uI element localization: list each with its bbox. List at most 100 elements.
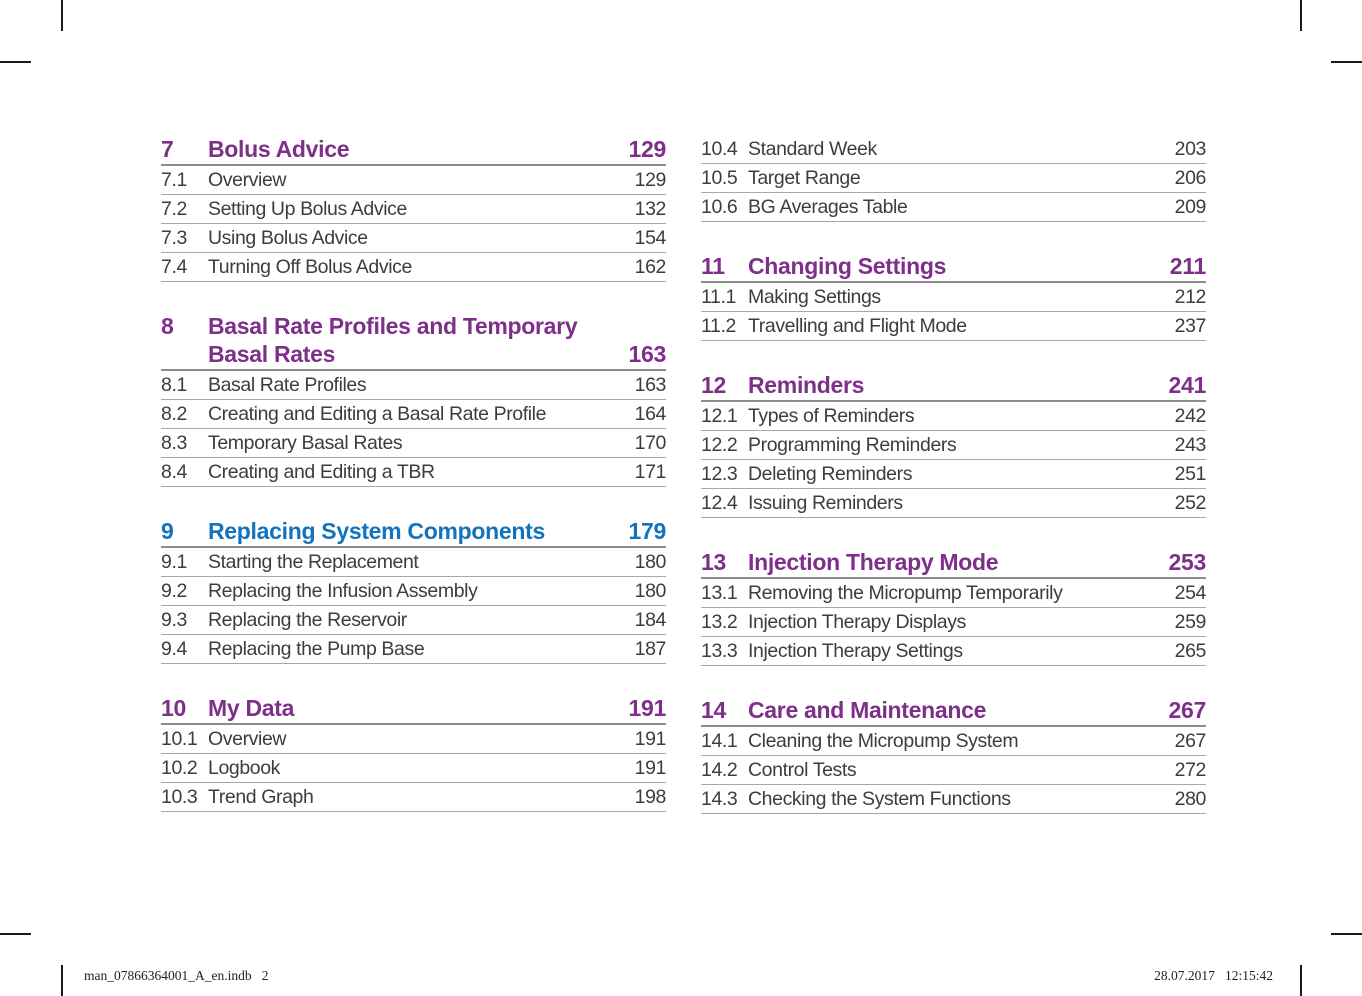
toc-entry-row: 12.2 Programming Reminders 243 [701,431,1206,460]
toc-entry-number: 10.3 [161,786,198,808]
toc-heading-title: Replacing System Components [208,517,629,545]
toc-entry-title: Setting Up Bolus Advice [208,198,407,220]
toc-entry-title: Replacing the Infusion Assembly [208,580,478,602]
toc-entry-row: 9.2 Replacing the Infusion Assembly 180 [161,577,666,606]
crop-mark [1300,0,1302,31]
toc-entry-row: 13.1 Removing the Micropump Temporarily 25… [701,579,1206,608]
toc-entry-page-number: 180 [634,551,667,573]
toc-heading-number: 13 [701,549,726,575]
toc-heading-page-number: 163 [628,341,667,367]
toc-section-heading: 12 Reminders 241 [701,371,1206,402]
toc-entry-row: 7.3 Using Bolus Advice 154 [161,224,666,253]
toc-entry-page-number: 154 [634,227,667,249]
toc-entry-title: Trend Graph [208,786,314,808]
toc-entry-title: Deleting Reminders [748,463,913,485]
toc-entry-page-number: 203 [1174,138,1207,160]
toc-entry-title: Turning Off Bolus Advice [208,256,412,278]
toc-entry-number: 9.3 [161,609,187,631]
toc-entry-page-number: 254 [1174,582,1207,604]
crop-mark [1300,965,1302,996]
toc-entry-title: Starting the Replacement [208,551,419,573]
toc-entry-title: Injection Therapy Displays [748,611,966,633]
toc-entry-title: Replacing the Pump Base [208,638,425,660]
toc-entry-page-number: 212 [1174,286,1207,308]
toc-heading-number: 14 [701,697,726,723]
toc-entry-page-number: 129 [634,169,667,191]
toc-entry-title: Removing the Micropump Temporarily [748,582,1063,604]
toc-entry-row: 7.4 Turning Off Bolus Advice 162 [161,253,666,282]
toc-entry-number: 12.1 [701,405,738,427]
toc-entry-number: 13.1 [701,582,738,604]
toc-entry-row: 10.4 Standard Week 203 [701,135,1206,164]
toc-entry-row: 8.2 Creating and Editing a Basal Rate Pro… [161,400,666,429]
toc-entry-page-number: 272 [1174,759,1207,781]
toc-entry-row: 12.3 Deleting Reminders 251 [701,460,1206,489]
toc-entry-number: 14.2 [701,759,738,781]
crop-mark [0,933,31,935]
toc-entry-page-number: 251 [1174,463,1207,485]
toc-section-heading: 7 Bolus Advice 129 [161,135,666,166]
toc-entry-title: Target Range [748,167,861,189]
crop-mark [61,965,63,996]
toc-heading-page-number: 241 [1168,372,1207,398]
toc-entry-page-number: 164 [634,403,667,425]
toc-heading-title-line: My Data [208,695,295,721]
toc-heading-number: 12 [701,372,726,398]
toc-section: 14 Care and Maintenance 267 14.1 Cleaning th… [701,696,1206,814]
toc-entry-number: 10.6 [701,196,738,218]
toc-heading-title-line: Injection Therapy Mode [748,549,999,575]
toc-entry-title: Issuing Reminders [748,492,903,514]
toc-entry-row: 8.4 Creating and Editing a TBR 171 [161,458,666,487]
toc-entry-row: 12.4 Issuing Reminders 252 [701,489,1206,518]
crop-mark [0,61,31,63]
toc-entry-page-number: 162 [634,256,667,278]
toc-entry-number: 10.4 [701,138,738,160]
toc-entry-number: 13.3 [701,640,738,662]
toc-heading-title: Care and Maintenance [748,696,1169,724]
toc-entry-number: 7.3 [161,227,187,249]
toc-heading-title: Bolus Advice [208,135,629,163]
toc-section: 13 Injection Therapy Mode 253 13.1 Removing … [701,548,1206,666]
toc-entry-title: Basal Rate Profiles [208,374,367,396]
toc-heading-number: 11 [701,253,725,279]
toc-heading-title: Basal Rate Profiles and Temporary Basal R… [208,312,629,368]
toc-entry-number: 10.5 [701,167,738,189]
toc-heading-page-number: 191 [628,695,667,721]
toc-heading-page-number: 129 [628,136,667,162]
toc-entry-title: Logbook [208,757,281,779]
toc-heading-title-line: Reminders [748,372,865,398]
toc-column-right: 10.4 Standard Week 203 10.5 Target Range 206 1… [701,135,1206,814]
toc-entry-number: 7.2 [161,198,187,220]
toc-heading-page-number: 267 [1168,697,1207,723]
toc-heading-title: My Data [208,694,629,722]
footer-timestamp: 28.07.2017 12:15:42 [1154,968,1273,983]
toc-entry-page-number: 170 [634,432,667,454]
toc-entry-row: 11.1 Making Settings 212 [701,283,1206,312]
toc-entry-number: 12.3 [701,463,738,485]
toc-entry-row: 8.1 Basal Rate Profiles 163 [161,371,666,400]
toc-section-heading: 14 Care and Maintenance 267 [701,696,1206,727]
toc-entry-row: 10.5 Target Range 206 [701,164,1206,193]
toc-entry-page-number: 243 [1174,434,1207,456]
toc-entry-row: 13.3 Injection Therapy Settings 265 [701,637,1206,666]
toc-entry-row: 11.2 Travelling and Flight Mode 237 [701,312,1206,341]
toc-entry-number: 8.2 [161,403,187,425]
toc-heading-page-number: 179 [628,518,667,544]
toc-entry-number: 9.2 [161,580,187,602]
toc-heading-title-line: Basal Rate Profiles and Temporary [208,313,578,339]
toc-section: 10 My Data 191 10.1 Overview 191 10.2 Logbook 19… [161,694,666,812]
toc-entry-page-number: 252 [1174,492,1207,514]
toc-entry-title: BG Averages Table [748,196,908,218]
toc-entry-title: Replacing the Reservoir [208,609,407,631]
toc-heading-number: 10 [161,695,186,721]
toc-entry-title: Creating and Editing a TBR [208,461,435,483]
toc-entry-page-number: 180 [634,580,667,602]
toc-entry-row: 14.2 Control Tests 272 [701,756,1206,785]
toc-entry-title: Injection Therapy Settings [748,640,963,662]
toc-section-heading: 13 Injection Therapy Mode 253 [701,548,1206,579]
toc-entry-row: 12.1 Types of Reminders 242 [701,402,1206,431]
toc-entry-page-number: 206 [1174,167,1207,189]
toc-entry-number: 13.2 [701,611,738,633]
toc-entry-number: 8.4 [161,461,187,483]
toc-entry-title: Overview [208,728,287,750]
